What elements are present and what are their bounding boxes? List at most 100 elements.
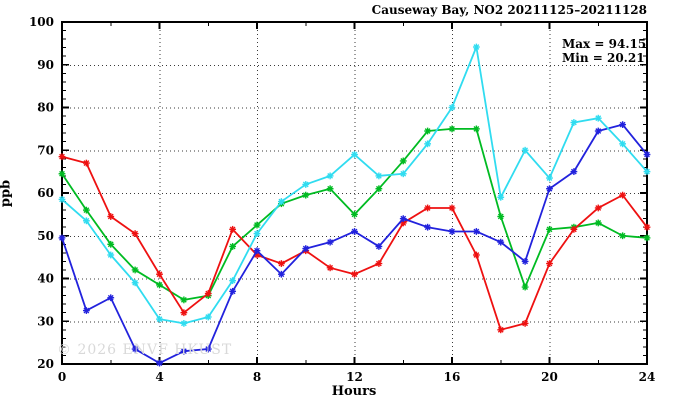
marker-green <box>619 232 626 239</box>
marker-cyan <box>546 175 553 181</box>
marker-cyan <box>107 252 114 258</box>
marker-green <box>327 185 334 192</box>
marker-green <box>107 241 114 248</box>
marker-cyan <box>205 314 212 320</box>
marker-green <box>59 170 65 177</box>
tick-label: 4 <box>155 370 163 384</box>
series-blue-line <box>61 123 648 365</box>
marker-red <box>497 326 504 333</box>
marker-red <box>132 230 139 237</box>
y-axis-label: ppb <box>0 179 14 208</box>
max-min-annotation: Max = 94.15 Min = 20.21 <box>562 37 646 65</box>
marker-blue <box>254 247 260 254</box>
tick-label: 90 <box>37 58 54 72</box>
marker-cyan <box>644 168 650 175</box>
marker-blue <box>570 168 577 175</box>
tick-label: 70 <box>37 143 54 157</box>
max-value-label: Max = 94.15 <box>562 37 647 51</box>
marker-blue <box>546 185 553 192</box>
tick-label: 30 <box>37 314 54 328</box>
tick-label: 0 <box>58 370 66 384</box>
marker-cyan <box>327 173 334 179</box>
marker-cyan <box>473 44 480 50</box>
marker-red <box>180 309 187 316</box>
marker-cyan <box>449 104 455 111</box>
marker-cyan <box>180 320 187 327</box>
marker-blue <box>351 228 358 235</box>
marker-red <box>327 264 334 271</box>
series-cyan-markers <box>58 43 651 327</box>
marker-cyan <box>619 140 626 147</box>
tick-label: 40 <box>37 272 54 286</box>
marker-red <box>278 260 285 267</box>
marker-red <box>522 320 529 327</box>
tick-label: 12 <box>346 370 363 384</box>
series-blue-markers <box>58 121 651 367</box>
marker-cyan <box>351 151 358 158</box>
marker-cyan <box>59 196 65 203</box>
marker-blue <box>449 228 455 235</box>
marker-cyan <box>254 230 260 237</box>
marker-blue <box>375 243 382 250</box>
marker-green <box>644 234 650 241</box>
marker-blue <box>327 239 334 246</box>
marker-red <box>400 220 407 226</box>
marker-green <box>473 125 480 132</box>
marker-blue <box>278 271 285 278</box>
marker-cyan <box>132 279 139 286</box>
marker-red <box>644 224 650 231</box>
tick-label: 50 <box>37 229 54 243</box>
marker-red <box>156 271 163 278</box>
marker-red <box>229 226 236 233</box>
marker-blue <box>107 294 114 301</box>
tick-label: 8 <box>253 370 261 384</box>
marker-green <box>156 282 163 288</box>
marker-green <box>424 128 431 134</box>
marker-green <box>595 220 602 226</box>
marker-blue <box>473 228 480 235</box>
tick-label: 80 <box>37 101 54 115</box>
series-cyan-line <box>61 46 648 325</box>
marker-green <box>302 192 309 199</box>
marker-green <box>375 185 382 192</box>
marker-blue <box>497 239 504 246</box>
marker-red <box>570 226 577 233</box>
marker-blue <box>400 215 407 222</box>
marker-cyan <box>83 217 90 224</box>
marker-red <box>205 290 212 297</box>
tick-label: 16 <box>444 370 461 384</box>
marker-cyan <box>424 140 431 147</box>
marker-cyan <box>595 115 602 122</box>
marker-blue <box>424 224 431 231</box>
marker-blue <box>205 346 212 352</box>
marker-cyan <box>375 173 382 179</box>
marker-red <box>375 260 382 267</box>
tick-label: 60 <box>37 186 54 200</box>
min-value-label: Min = 20.21 <box>562 51 645 65</box>
marker-cyan <box>302 181 309 188</box>
marker-green <box>254 222 260 228</box>
tick-label: 24 <box>639 370 656 384</box>
marker-green <box>180 296 187 303</box>
marker-blue <box>180 348 187 355</box>
x-axis-label: Hours <box>331 384 377 399</box>
marker-red <box>59 153 65 160</box>
marker-green <box>132 267 139 273</box>
tick-label: 20 <box>541 370 558 384</box>
marker-blue <box>644 151 650 158</box>
marker-blue <box>156 360 163 366</box>
marker-blue <box>522 258 529 265</box>
marker-cyan <box>522 147 529 154</box>
marker-red <box>619 192 626 199</box>
marker-cyan <box>497 194 504 201</box>
marker-red <box>351 271 358 278</box>
marker-blue <box>59 234 65 241</box>
marker-red <box>595 205 602 211</box>
tick-label: 100 <box>29 15 54 29</box>
marker-green <box>449 125 455 132</box>
marker-green <box>546 226 553 233</box>
marker-red <box>83 160 90 166</box>
marker-red <box>473 252 480 258</box>
